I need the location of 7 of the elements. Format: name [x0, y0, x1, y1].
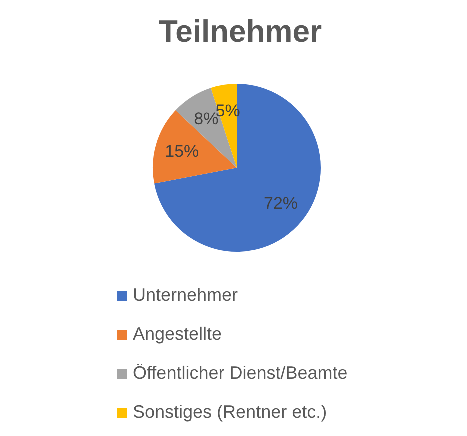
legend-label: Öffentlicher Dienst/Beamte — [133, 363, 348, 384]
legend-label: Sonstiges (Rentner etc.) — [133, 402, 328, 423]
legend-label: Angestellte — [133, 324, 222, 345]
legend-label: Unternehmer — [133, 285, 238, 306]
chart-title: Teilnehmer — [158, 14, 324, 50]
data-label: 72% — [264, 194, 298, 214]
data-label: 15% — [165, 142, 200, 161]
